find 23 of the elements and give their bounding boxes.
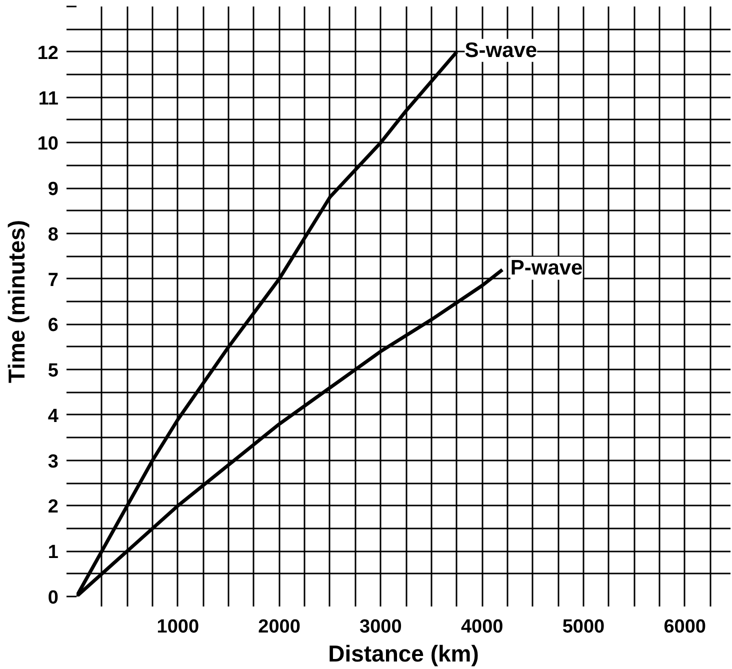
series-label: S-wave bbox=[464, 38, 538, 62]
y-tick-label: 6 bbox=[48, 315, 59, 336]
y-tick-label: 4 bbox=[48, 406, 59, 427]
y-tick-label: 8 bbox=[48, 224, 59, 246]
y-tick-label: 9 bbox=[48, 179, 59, 200]
x-tick-label: 2000 bbox=[258, 616, 300, 638]
y-tick-label: 0 bbox=[48, 588, 59, 608]
y-tick-label: 5 bbox=[48, 360, 59, 382]
y-tick-label: 2 bbox=[48, 496, 59, 518]
y-tick-label: 3 bbox=[48, 451, 59, 472]
y-tick-label: 12 bbox=[37, 42, 59, 64]
y-tick-label: 11 bbox=[38, 88, 59, 110]
x-tick-label: 6000 bbox=[664, 616, 706, 638]
y-tick-label: 10 bbox=[37, 134, 59, 155]
series-label: P-wave bbox=[510, 256, 583, 280]
y-tick-label: 1 bbox=[48, 542, 59, 564]
x-tick-label: 5000 bbox=[562, 616, 605, 638]
x-tick-label: 1000 bbox=[156, 616, 200, 638]
y-axis-title: Time (minutes) bbox=[3, 220, 30, 384]
x-tick-label: 4000 bbox=[460, 616, 504, 638]
x-axis-title: Distance (km) bbox=[328, 640, 479, 666]
x-tick-label: 3000 bbox=[360, 616, 402, 638]
y-tick-label: 7 bbox=[48, 270, 59, 291]
